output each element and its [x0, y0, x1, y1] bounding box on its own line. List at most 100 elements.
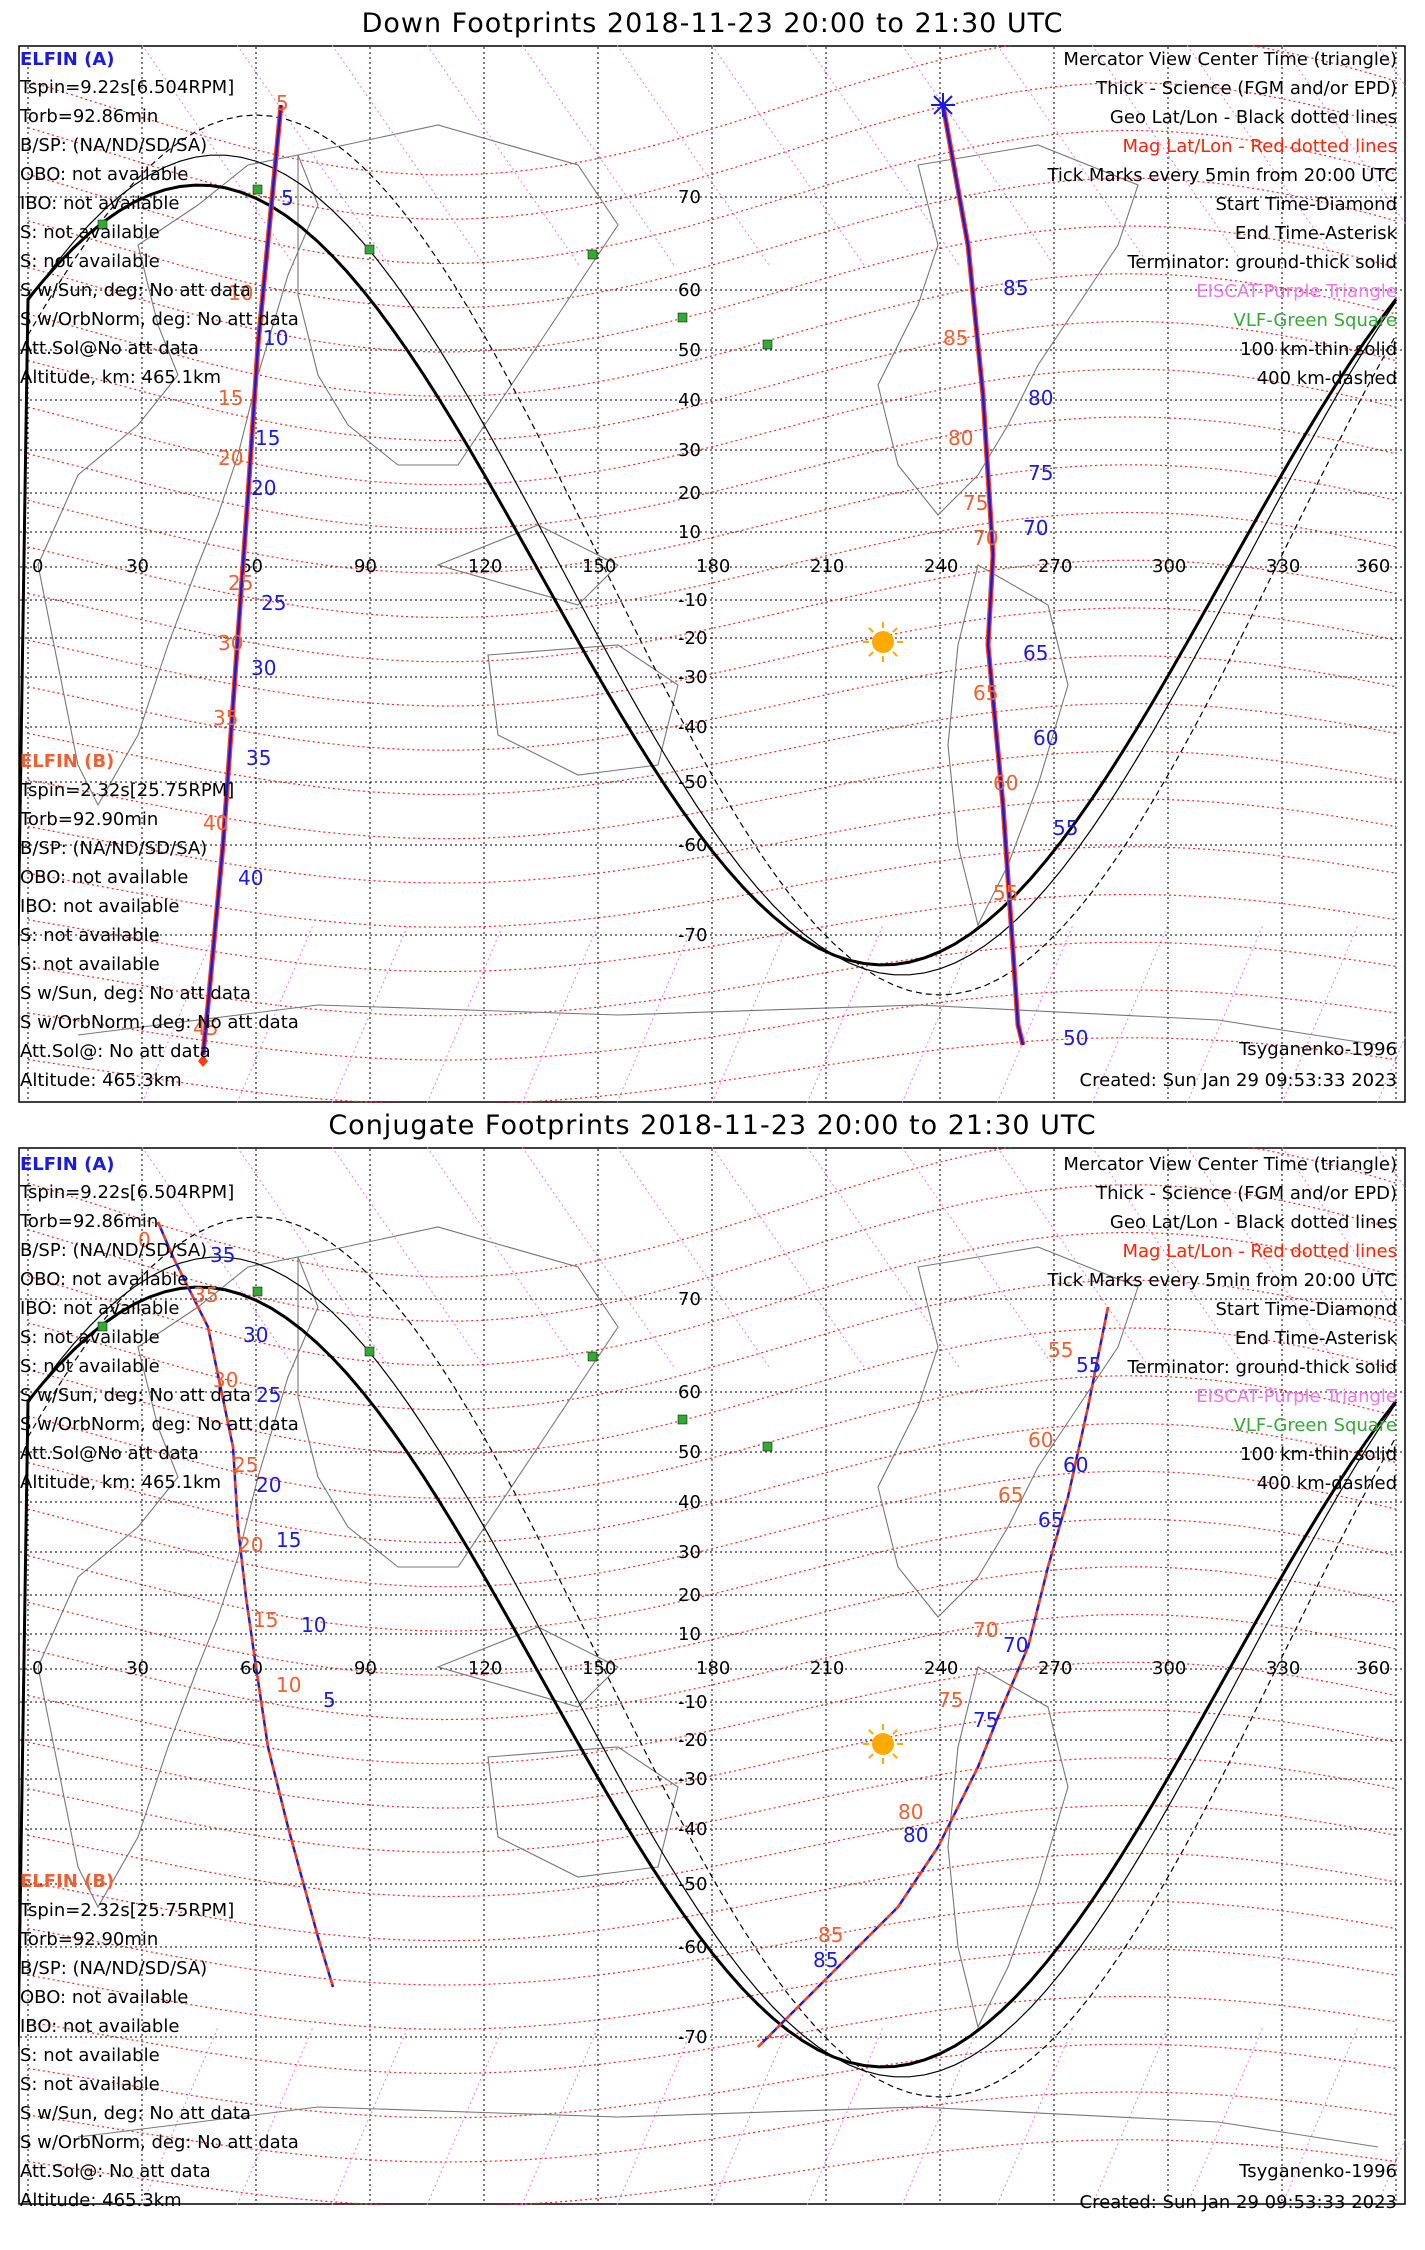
lat-tick-label: 30: [678, 440, 701, 461]
mag-meridian-south: [996, 2026, 1074, 2205]
tick-label-b: 55: [1048, 1338, 1073, 1362]
tick-label-a: 10: [301, 1613, 326, 1637]
mag-latitude-line: [27, 655, 1397, 751]
lat-tick-label: -40: [678, 1819, 707, 1840]
tick-label-a: 70: [1003, 1633, 1028, 1657]
mag-grid: [27, 45, 1397, 1103]
tick-label-a: 30: [251, 656, 276, 680]
tick-label-a: 65: [1038, 1508, 1063, 1532]
lat-tick-label: -60: [678, 1937, 707, 1958]
tick-label-b: 0: [138, 1228, 151, 1252]
legend-item: Tick Marks every 5min from 20:00 UTC: [1047, 165, 1397, 186]
info-line: OBO: not available: [20, 1269, 189, 1290]
panel2-title: Conjugate Footprints 2018-11-23 20:00 to…: [328, 1110, 1097, 1141]
tick-label-b: 35: [193, 1283, 218, 1307]
vlf-square-icon: [97, 1321, 108, 1332]
sun-disc: [872, 1733, 894, 1755]
mag-latitude-line: [27, 1757, 1397, 1853]
info-line: S w/Sun, deg: No att data: [20, 280, 251, 301]
tick-label-b: 35: [213, 706, 238, 730]
tick-label-b: 10: [228, 281, 253, 305]
terminator-100km: [27, 154, 1397, 976]
tick-label-a: 20: [256, 1473, 281, 1497]
mag-latitude-line: [27, 1279, 1397, 1411]
lon-tick-label: 210: [810, 556, 844, 577]
legend-item: Mag Lat/Lon - Red dotted lines: [1122, 136, 1397, 157]
lat-tick-label: 20: [678, 1585, 701, 1606]
tick-label-a: 65: [1023, 641, 1048, 665]
tick-label-a: 35: [246, 746, 271, 770]
lat-tick-label: 60: [678, 1382, 701, 1403]
tick-label-b: 70: [973, 1618, 998, 1642]
lat-tick-label: 50: [678, 340, 701, 361]
coastline: [297, 1226, 619, 1568]
coastline: [947, 1666, 1069, 2029]
legend-item: Mercator View Center Time (triangle): [1063, 1154, 1397, 1175]
info-line: Torb=92.86min: [20, 106, 159, 127]
lon-tick-label: 300: [1152, 1658, 1186, 1679]
tick-label-a: 55: [1076, 1353, 1101, 1377]
coastlines: [37, 124, 1379, 1046]
sat-a-track: [201, 104, 283, 1056]
mag-meridian-south: [711, 2026, 789, 2205]
sun-icon: [863, 1724, 903, 1764]
lat-tick-label: 70: [678, 1289, 701, 1310]
info-line: B/SP: (NA/ND/SD/SA): [20, 1240, 208, 1261]
info-line: Torb=92.86min: [20, 1211, 159, 1232]
coastline: [77, 1004, 1379, 1046]
tick-label-a: 15: [276, 1528, 301, 1552]
info-line: IBO: not available: [20, 1298, 180, 1319]
coastline: [877, 144, 1139, 516]
info-line: Att.Sol@No att data: [20, 1443, 199, 1464]
lat-tick-label: -30: [678, 1769, 707, 1790]
info-line: S w/Sun, deg: No att data: [20, 2103, 251, 2124]
lon-tick-label: 150: [582, 1658, 616, 1679]
mag-meridian-south: [141, 924, 219, 1103]
end-asterisk-icon: [931, 93, 955, 117]
down-footprints-map: 0 30 60 90 120 150 180 210 240 270 300 330 360 70 60 50…: [18, 45, 1406, 1103]
sat-b-name: ELFIN (B): [20, 751, 115, 772]
terminator: [18, 114, 1398, 996]
legend-item: 100 km-thin solid: [1240, 339, 1397, 360]
mag-meridian-south: [236, 924, 314, 1103]
mag-latitude-line: [27, 45, 1397, 176]
tick-label-b: 60: [993, 771, 1018, 795]
lon-tick-labels: 0 30 60 90 120 150 180 210 240 270 300 330 360: [32, 1658, 1390, 1679]
lat-tick-label: 10: [678, 1624, 701, 1645]
lon-tick-label: 330: [1266, 556, 1300, 577]
mag-latitude-line: [27, 1995, 1397, 2075]
coastline: [947, 564, 1069, 927]
legend-item: End Time-Asterisk: [1234, 1328, 1397, 1349]
lat-tick-label: -50: [678, 1874, 707, 1895]
lat-tick-label: 60: [678, 280, 701, 301]
tick-label-b: 30: [213, 1368, 238, 1392]
mag-latitude-line: [27, 2043, 1397, 2119]
lon-tick-label: 330: [1266, 1658, 1300, 1679]
terminator: [18, 1216, 1398, 2098]
tick-label-b: 25: [228, 571, 253, 595]
mag-latitude-line: [27, 1037, 1397, 1103]
tick-label-b: 15: [253, 1608, 278, 1632]
mag-latitude-line: [27, 1147, 1397, 1278]
sun-ray: [892, 1729, 898, 1735]
mag-meridian-south: [1186, 2026, 1264, 2205]
footprint-tracks: [200, 104, 1026, 1056]
info-line: Tspin=2.32s[25.75RPM]: [20, 780, 235, 801]
info-line: S: not available: [20, 925, 160, 946]
lon-tick-label: 0: [32, 556, 43, 577]
tick-label-b: 15: [218, 386, 243, 410]
lat-tick-label: -60: [678, 835, 707, 856]
legend-item: Start Time-Diamond: [1215, 1299, 1397, 1320]
lon-tick-label: 30: [126, 1658, 149, 1679]
lon-tick-label: 60: [240, 1658, 263, 1679]
lon-tick-label: 300: [1152, 556, 1186, 577]
mag-latitude-line: [27, 1184, 1397, 1322]
terminator-line: [18, 183, 1398, 967]
info-line: Altitude: 465.3km: [20, 1070, 182, 1091]
info-line: S: not available: [20, 2074, 160, 2095]
legend-item: VLF-Green Square: [1233, 310, 1397, 331]
info-line: Torb=92.90min: [20, 809, 159, 830]
sat-a-track: [941, 104, 1025, 1046]
model-label: Tsyganenko-1996: [1239, 1039, 1397, 1060]
mag-meridian-south: [711, 924, 789, 1103]
